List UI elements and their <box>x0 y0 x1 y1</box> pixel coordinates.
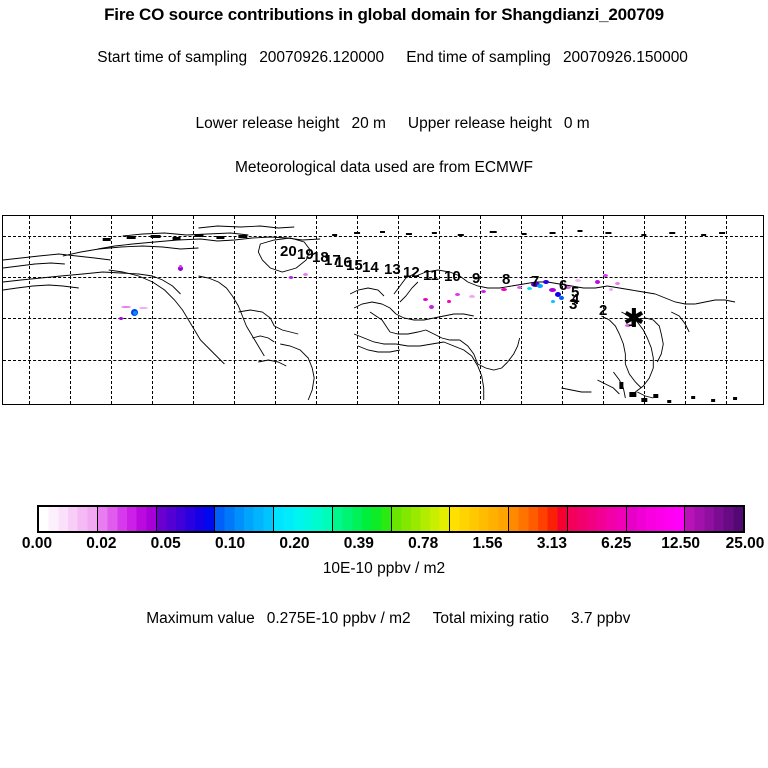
trajectory-hour-label: 18 <box>312 249 329 266</box>
colorbar-segment-1 <box>97 507 157 531</box>
trajectory-hour-label: 3 <box>569 296 578 313</box>
colorbar-tick-labels: 0.00 0.02 0.05 0.10 0.20 0.39 0.78 1.56 3.13 6.25… <box>0 535 768 555</box>
coastline-layer <box>3 225 738 403</box>
upper-release-value: 0 m <box>563 115 590 132</box>
trajectory-hour-label: 10 <box>444 268 461 285</box>
colorbar-tick-10: 12.50 <box>661 535 701 552</box>
trajectory-hour-label: 19 <box>297 246 314 263</box>
colorbar-segment-8 <box>509 507 568 531</box>
trajectory-hour-label: 4 <box>571 291 580 308</box>
colorbar-segment-7 <box>450 507 509 531</box>
colorbar-segment-2 <box>156 507 216 531</box>
colorbar-tick-2: 0.05 <box>150 535 181 552</box>
header-block: Fire CO source contributions in global d… <box>0 0 768 179</box>
trajectory-hour-label: 17 <box>324 252 341 269</box>
trajectory-hour-label: 7 <box>531 273 540 290</box>
colorbar-unit-label: 10E-10 ppbv / m2 <box>322 560 446 577</box>
sampling-time-line: Start time of sampling 20070926.120000 End… <box>0 25 768 91</box>
trajectory-hour-label: 2 <box>599 302 608 319</box>
map-canvas: ✱ 20 19 18 17 16 15 14 13 12 11 10 9 8 7 6 5 4 3 2 1 <box>3 216 763 404</box>
footer-stats: Maximum value 0.275E-10 ppbv / m2 Total mi… <box>0 592 768 628</box>
maximum-value-label: Maximum value <box>146 610 255 627</box>
end-time-value: 20070926.150000 <box>562 49 688 66</box>
upper-release-label: Upper release height <box>407 115 552 132</box>
colorbar-tick-6: 0.78 <box>408 535 439 552</box>
trajectory-hour-label: 16 <box>335 254 352 271</box>
colorbar-tick-5: 0.39 <box>343 535 374 552</box>
asterisk-release-site-icon: ✱ <box>623 304 645 333</box>
lower-release-label: Lower release height <box>195 115 340 132</box>
lower-release-value: 20 m <box>351 115 386 132</box>
trajectory-hour-label: 13 <box>384 261 401 278</box>
colorbar-tick-8: 3.13 <box>536 535 567 552</box>
trajectory-hour-label: 15 <box>346 257 363 274</box>
meteorology-line: Meteorological data used are from ECMWF <box>234 159 534 176</box>
colorbar-segment-10 <box>626 507 686 531</box>
trajectory-hour-label: 20 <box>280 243 297 260</box>
colorbar-segment-3 <box>215 507 274 531</box>
colorbar-tick-4: 0.20 <box>279 535 310 552</box>
colorbar-segment-0 <box>39 507 98 531</box>
colorbar-tick-0: 0.00 <box>21 535 53 552</box>
maximum-value-value: 0.275E-10 ppbv / m2 <box>266 610 411 627</box>
colorbar-tick-11: 25.00 <box>725 535 765 552</box>
colorbar-segment-9 <box>567 507 627 531</box>
trajectory-hour-label: 1 <box>628 313 637 330</box>
colorbar-tick-3: 0.10 <box>214 535 246 552</box>
release-height-line: Lower release height 20 m Upper release he… <box>0 91 768 157</box>
global-domain-map[interactable]: ✱ 20 19 18 17 16 15 14 13 12 11 10 9 8 7 6 5 4 3 2 1 <box>2 215 764 405</box>
trajectory-hour-label: 11 <box>423 267 439 284</box>
end-time-label: End time of sampling <box>406 49 551 66</box>
trajectory-hour-label: 14 <box>362 259 379 276</box>
colorbar-segment-11 <box>685 507 743 531</box>
page-title: Fire CO source contributions in global d… <box>104 5 664 24</box>
colorbar-segment-4 <box>274 507 333 531</box>
colorbar-tick-7: 1.56 <box>472 535 503 552</box>
start-time-label: Start time of sampling <box>97 49 248 66</box>
colorbar-scale[interactable] <box>37 505 745 533</box>
trajectory-hour-label: 6 <box>559 277 568 294</box>
colorbar-tick-1: 0.02 <box>86 535 117 552</box>
colorbar-segment-6 <box>391 507 451 531</box>
total-mixing-ratio-value: 3.7 ppbv <box>570 610 631 627</box>
trajectory-hour-label: 8 <box>502 271 511 288</box>
trajectory-hour-label: 9 <box>472 270 481 287</box>
trajectory-hour-label: 5 <box>571 284 580 301</box>
start-time-value: 20070926.120000 <box>259 49 385 66</box>
colorbar-tick-9: 6.25 <box>601 535 632 552</box>
colorbar-segment-5 <box>332 507 392 531</box>
total-mixing-ratio-label: Total mixing ratio <box>432 610 549 627</box>
trajectory-hour-label: 12 <box>403 264 420 281</box>
